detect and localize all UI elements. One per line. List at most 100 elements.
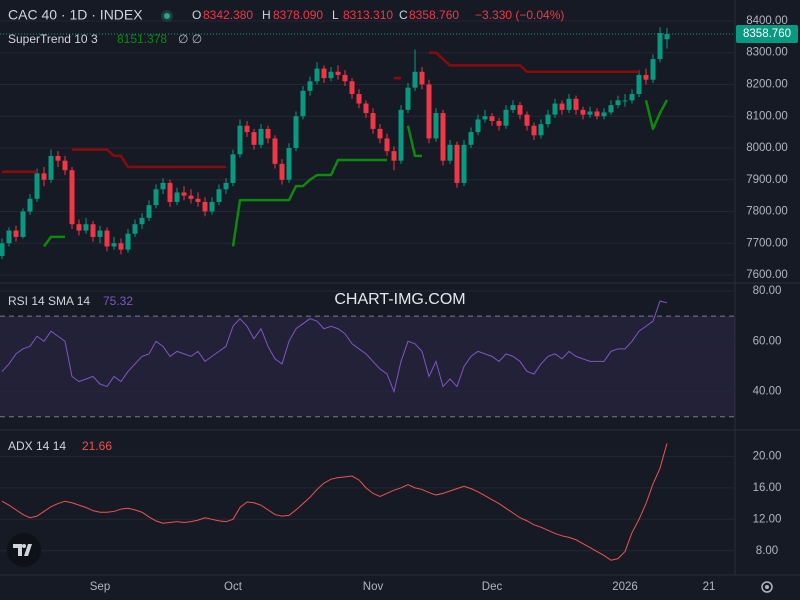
band-fill [0, 316, 735, 417]
change-value: −3.330 (−0.04%) [475, 8, 564, 22]
y-tick-label: 7900.00 [746, 174, 788, 186]
candle-body [76, 224, 82, 231]
plot-layer [0, 20, 735, 561]
candle-body [559, 103, 565, 110]
candle-body [181, 192, 187, 196]
rsi-value: 75.32 [103, 294, 133, 308]
candle-body [573, 98, 579, 110]
symbol: CAC 40 · 1D · INDEX [8, 7, 143, 23]
y-tick-label: 8300.00 [746, 47, 788, 59]
candle-body [286, 147, 292, 180]
candle-body [62, 160, 68, 171]
candle-body [125, 233, 131, 250]
candle-body [195, 198, 201, 202]
high-value: 8378.090 [273, 8, 323, 22]
close-letter: C [399, 8, 408, 22]
candle-body [244, 125, 250, 133]
candle-body [510, 105, 516, 110]
y-tick-label: 7700.00 [746, 237, 788, 249]
candle-body [433, 113, 439, 139]
x-tick-label: Nov [363, 581, 384, 593]
candle-body [6, 230, 12, 244]
candle-body [517, 105, 523, 115]
candle-body [251, 132, 257, 145]
tv-logo [7, 533, 41, 567]
candle-body [258, 128, 264, 145]
candle-body [524, 114, 530, 126]
candle-body [55, 155, 61, 161]
settings-icon[interactable] [761, 581, 773, 593]
candle-body [41, 173, 47, 180]
supertrend-flags: ∅ ∅ [178, 32, 202, 46]
candle-body [580, 109, 586, 115]
candle-body [349, 81, 355, 94]
candle-body [146, 205, 152, 218]
candle-body [426, 84, 432, 139]
candle-body [594, 111, 600, 117]
candle-body [174, 192, 180, 202]
candle-body [132, 224, 138, 234]
candle-body [454, 144, 460, 183]
candle-body [461, 144, 467, 183]
candle-body [342, 74, 348, 82]
last-price-tag [736, 25, 798, 44]
candle-body [209, 201, 215, 212]
candle-body [20, 211, 26, 237]
x-tick-label: 21 [703, 581, 716, 593]
candle-body [69, 170, 75, 225]
candle-body [664, 34, 670, 40]
candle-body [419, 71, 425, 85]
candle-body [391, 151, 397, 161]
candle-body [300, 90, 306, 117]
candle-body [48, 155, 54, 180]
y-tick-label: 12.00 [753, 513, 782, 525]
x-tick-label: Oct [224, 581, 243, 593]
candle-body [440, 113, 446, 161]
y-tick-label: 7800.00 [746, 206, 788, 218]
y-tick-label: 60.00 [753, 335, 782, 347]
status-dot [164, 13, 170, 19]
candle-body [160, 182, 166, 190]
candle-body [321, 68, 327, 79]
close-value: 8358.760 [409, 8, 459, 22]
candle-body [377, 128, 383, 139]
supertrend-line [2, 51, 639, 174]
candle-body [622, 100, 628, 102]
candle-body [111, 243, 117, 247]
candle-body [496, 120, 502, 126]
candle-body [27, 198, 33, 212]
candle-body [566, 98, 572, 110]
candle-body [356, 94, 362, 104]
candle-body [230, 154, 236, 183]
candle-body [237, 125, 243, 155]
candle-body [370, 113, 376, 129]
x-tick-label: Dec [482, 581, 503, 593]
high-letter: H [262, 8, 271, 22]
candle-body [167, 182, 173, 202]
candle-body [629, 94, 635, 101]
candle-body [615, 100, 621, 106]
candle-body [657, 32, 663, 60]
candle-body [489, 116, 495, 121]
candle-body [503, 109, 509, 126]
candle-body [97, 230, 103, 237]
low-letter: L [332, 8, 339, 22]
candle-body [104, 230, 110, 247]
candle-body [0, 243, 5, 256]
candle-body [636, 74, 642, 94]
candle-body [13, 230, 19, 237]
candle-body [531, 125, 537, 136]
candle-body [335, 71, 341, 75]
candle-body [482, 116, 488, 120]
y-tick-label: 8200.00 [746, 79, 788, 91]
watermark: CHART-IMG.COM [334, 291, 465, 308]
candle-body [307, 81, 313, 91]
y-tick-label: 16.00 [753, 482, 782, 494]
candle-body [83, 224, 89, 231]
candle-body [538, 124, 544, 136]
candle-body [223, 182, 229, 190]
y-tick-label: 8000.00 [746, 142, 788, 154]
x-tick-label: Sep [90, 581, 110, 593]
candle-body [398, 109, 404, 161]
